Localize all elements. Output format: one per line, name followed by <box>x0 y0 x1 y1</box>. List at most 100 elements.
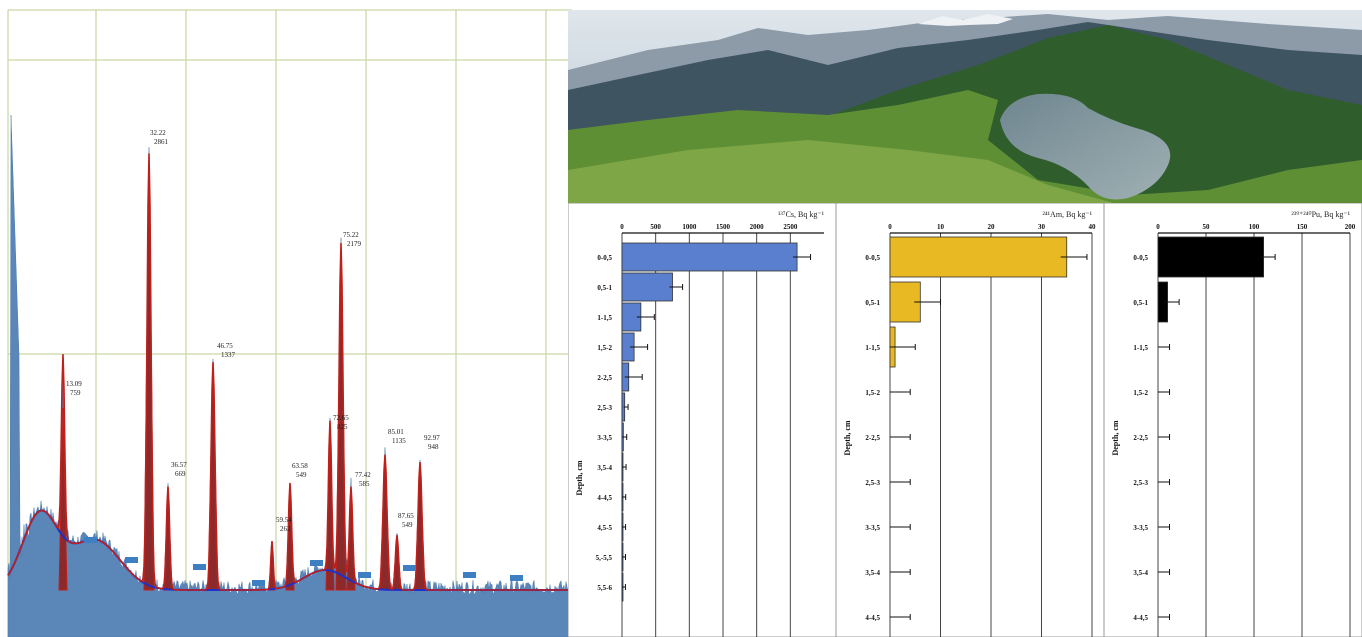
depth-label: 3,5-4 <box>1133 569 1148 577</box>
depth-label: 3,5-4 <box>865 569 880 577</box>
peak-energy-label: 85.01 <box>388 428 404 436</box>
lake <box>1000 93 1171 200</box>
depth-label: 3-3,5 <box>865 524 880 532</box>
peak-energy-label: 36.57 <box>171 461 187 469</box>
x-tick-label: 150 <box>1297 223 1308 231</box>
x-tick-label: 200 <box>1345 223 1356 231</box>
peak-labels: 13.0975932.22286136.5766946.75133759.542… <box>66 129 440 533</box>
depth-label: 0,5-1 <box>1133 299 1148 307</box>
peak-count-label: 262 <box>280 525 291 533</box>
peak-energy-label: 59.54 <box>276 516 292 524</box>
region-markers <box>84 537 523 586</box>
depth-label: 0-0,5 <box>1133 254 1148 262</box>
peak-energy-label: 46.75 <box>217 342 233 350</box>
region-marker <box>193 564 206 570</box>
x-tick-label: 40 <box>1089 223 1097 231</box>
x-tick-label: 0 <box>1156 223 1160 231</box>
peak-count-label: 825 <box>337 423 348 431</box>
depth-label: 2-2,5 <box>865 434 880 442</box>
y-axis-label: Depth, cm <box>575 460 584 495</box>
x-tick-label: 20 <box>988 223 996 231</box>
region-marker <box>125 557 138 563</box>
depth-label: 4-4,5 <box>865 614 880 622</box>
peak-energy-label: 32.22 <box>150 129 166 137</box>
peak-count-label: 1337 <box>221 351 236 359</box>
region-marker <box>310 560 323 566</box>
peak-count-label: 948 <box>428 443 439 451</box>
peak-energy-label: 72.65 <box>333 414 349 422</box>
depth-label: 4,5-5 <box>597 524 612 532</box>
fit-line <box>7 153 572 591</box>
x-tick-label: 2000 <box>750 223 765 231</box>
depth-label: 2-2,5 <box>1133 434 1148 442</box>
depth-label: 2,5-3 <box>597 404 612 412</box>
depth-label: 1,5-2 <box>865 389 880 397</box>
peak-count-label: 2179 <box>347 240 362 248</box>
y-axis-label: Depth, cm <box>1111 420 1120 455</box>
region-marker <box>358 572 371 578</box>
cs137-depth-profile: ¹³⁷Cs, Bq kg⁻¹ 0 500 1000 1500 2000 2500 Depth,… <box>568 203 836 637</box>
depth-label: 3-3,5 <box>597 434 612 442</box>
x-tick-label: 500 <box>650 223 661 231</box>
depth-label: 0-0,5 <box>865 254 880 262</box>
spectrum-grid <box>7 9 572 637</box>
x-tick-label: 0 <box>888 223 892 231</box>
region-marker <box>403 565 416 571</box>
spectrum-peaks <box>58 157 426 591</box>
chart-title: ¹³⁷Cs, Bq kg⁻¹ <box>778 210 825 219</box>
bar <box>621 272 673 302</box>
depth-label: 0,5-1 <box>597 284 612 292</box>
peak-energy-label: 63.58 <box>292 462 308 470</box>
x-tick-label: 1000 <box>682 223 697 231</box>
region-marker <box>510 575 523 581</box>
depth-label: 1-1,5 <box>1133 344 1148 352</box>
depth-label: 1-1,5 <box>597 314 612 322</box>
peak-count-label: 549 <box>296 471 307 479</box>
depth-label: 2-2,5 <box>597 374 612 382</box>
depth-label: 4-4,5 <box>1133 614 1148 622</box>
gamma-spectrum-chart: 13.0975932.22286136.5766946.75133759.542… <box>7 9 572 637</box>
meadow-highlight <box>568 140 1128 207</box>
peak-count-label: 1135 <box>392 437 406 445</box>
x-tick-label: 2500 <box>783 223 798 231</box>
region-marker <box>252 580 265 586</box>
depth-label: 2,5-3 <box>865 479 880 487</box>
peak-energy-label: 77.42 <box>355 471 371 479</box>
chart-title: ²⁴¹Am, Bq kg⁻¹ <box>1042 210 1092 219</box>
peak-energy-label: 87.65 <box>398 512 414 520</box>
x-tick-label: 30 <box>1038 223 1046 231</box>
depth-label: 2,5-3 <box>1133 479 1148 487</box>
snow-peaks <box>918 14 1013 26</box>
depth-label: 0-0,5 <box>597 254 612 262</box>
depth-label: 0,5-1 <box>865 299 880 307</box>
x-tick-label: 100 <box>1249 223 1260 231</box>
bar <box>1157 236 1264 278</box>
bar <box>621 242 798 272</box>
y-axis-label: Depth, cm <box>843 420 852 455</box>
peak-count-label: 669 <box>175 470 186 478</box>
x-tick-label: 0 <box>620 223 624 231</box>
am241-depth-profile: ²⁴¹Am, Bq kg⁻¹ 0 10 20 30 40 Depth, cm 0-0,5 0,5… <box>836 203 1104 637</box>
peak-count-label: 759 <box>70 389 81 397</box>
peak-count-label: 549 <box>402 521 413 529</box>
peak-energy-label: 13.09 <box>66 380 82 388</box>
panel-frame <box>568 203 836 637</box>
mountain-lake-photo <box>568 10 1362 207</box>
chart-title: ²³⁹⁺²⁴⁰Pu, Bq kg⁻¹ <box>1291 210 1350 219</box>
region-marker <box>84 537 97 543</box>
bar <box>889 236 1068 278</box>
peak-count-label: 2861 <box>154 138 169 146</box>
peak-energy-label: 92.97 <box>424 434 440 442</box>
depth-label: 4-4,5 <box>597 494 612 502</box>
depth-label: 3-3,5 <box>1133 524 1148 532</box>
peak-energy-label: 75.22 <box>343 231 359 239</box>
region-marker <box>463 572 476 578</box>
peak-count-label: 585 <box>359 480 370 488</box>
depth-label: 5,5-6 <box>597 584 612 592</box>
depth-label: 1,5-2 <box>1133 389 1148 397</box>
x-tick-label: 1500 <box>716 223 731 231</box>
depth-label: 1-1,5 <box>865 344 880 352</box>
depth-label: 5,-5,5 <box>596 554 613 562</box>
x-tick-label: 10 <box>937 223 945 231</box>
depth-label: 3,5-4 <box>597 464 612 472</box>
